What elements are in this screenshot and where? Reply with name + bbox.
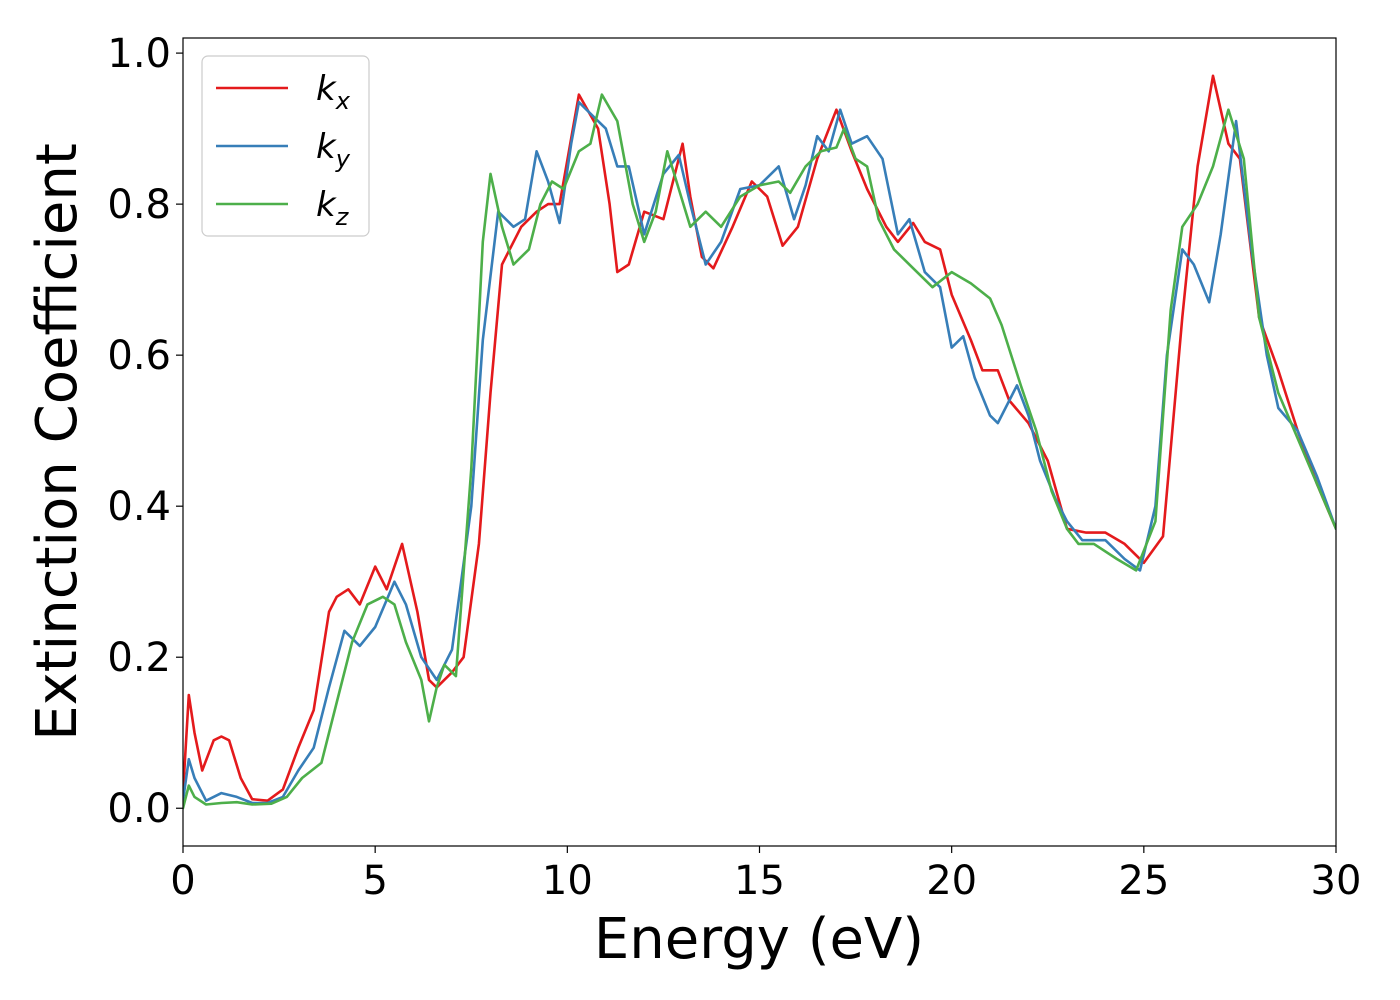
- x-tick-label: 5: [362, 858, 387, 904]
- x-tick-label: 0: [170, 858, 195, 904]
- x-axis-title: Energy (eV): [594, 907, 924, 972]
- x-tick-label: 15: [734, 858, 785, 904]
- y-tick-label: 0.6: [107, 333, 171, 379]
- y-tick-label: 0.8: [107, 182, 171, 228]
- x-axis: 0 5 10 15 20 25 30: [170, 846, 1361, 904]
- y-axis-title: Extinction Coefficient: [25, 143, 90, 741]
- y-tick-label: 0.4: [107, 484, 171, 530]
- series-layer: [183, 74, 1336, 810]
- y-tick-label: 0.2: [107, 635, 171, 681]
- x-tick-label: 10: [542, 858, 593, 904]
- series-line-kz: [183, 93, 1336, 810]
- y-tick-label: 0.0: [107, 786, 171, 832]
- x-tick-label: 20: [926, 858, 977, 904]
- y-tick-label: 1.0: [107, 31, 171, 77]
- x-tick-label: 25: [1118, 858, 1169, 904]
- y-axis: 0.0 0.2 0.4 0.6 0.8 1.0: [107, 31, 183, 832]
- series-line-ky: [183, 100, 1336, 805]
- x-tick-label: 30: [1311, 858, 1362, 904]
- series-line-kx: [183, 74, 1336, 802]
